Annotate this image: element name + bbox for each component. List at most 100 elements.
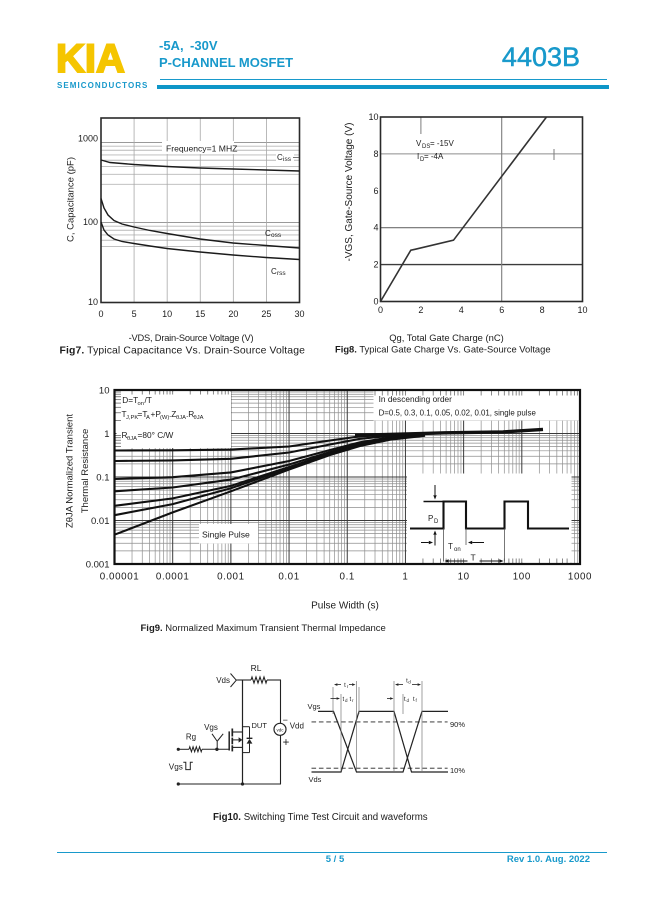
svg-text:5: 5 (132, 309, 137, 319)
svg-text:Frequency=1 MHZ: Frequency=1 MHZ (166, 144, 237, 154)
svg-text:Fig10. Switching Time Test Cir: Fig10. Switching Time Test Circuit and w… (213, 812, 428, 823)
svg-text:10: 10 (458, 572, 470, 583)
svg-text:20: 20 (228, 309, 238, 319)
svg-text:0.001: 0.001 (217, 572, 245, 583)
svg-text:C, Capacitance (pF): C, Capacitance (pF) (66, 157, 77, 242)
svg-text:d: d (407, 698, 410, 703)
svg-text:D: D (420, 157, 425, 163)
svg-text:D=0.5, 0.3, 0.1, 0.05, 0.02, 0: D=0.5, 0.3, 0.1, 0.05, 0.02, 0.01, singl… (379, 409, 537, 418)
svg-text:0.0001: 0.0001 (156, 572, 190, 583)
svg-text:t: t (344, 683, 346, 689)
svg-text:rss: rss (277, 270, 286, 277)
svg-text:Vgs: Vgs (169, 763, 183, 772)
svg-text:θJA: θJA (176, 415, 186, 421)
svg-text:10: 10 (99, 386, 110, 397)
svg-text:4: 4 (459, 305, 464, 315)
svg-text:0.1: 0.1 (96, 473, 109, 484)
svg-text:C: C (265, 229, 271, 238)
svg-text:(W): (W) (160, 415, 169, 421)
svg-text:J,PK: J,PK (126, 415, 138, 421)
svg-text:on: on (454, 547, 461, 553)
svg-text:C: C (277, 153, 283, 162)
svg-text:90%: 90% (450, 720, 465, 729)
svg-text:Rg: Rg (186, 733, 196, 742)
svg-text:Fig8. Typical Gate Charge Vs.: Fig8. Typical Gate Charge Vs. Gate-Sourc… (335, 344, 551, 355)
svg-text:-VGS, Gate-Source Voltage (V): -VGS, Gate-Source Voltage (V) (344, 123, 355, 262)
svg-text:=80° C/W: =80° C/W (138, 430, 174, 440)
svg-text:0.1: 0.1 (340, 572, 355, 583)
svg-text:6: 6 (499, 305, 504, 315)
svg-text:= -4A: = -4A (424, 152, 444, 161)
svg-text:t: t (404, 697, 406, 703)
svg-text:R: R (122, 430, 128, 440)
svg-text:0.01: 0.01 (278, 572, 299, 583)
svg-text:Vdd: Vdd (290, 722, 304, 731)
svg-text:+: + (283, 737, 290, 749)
svg-text:DS: DS (422, 144, 430, 150)
svg-text:0: 0 (98, 309, 103, 319)
svg-text:6: 6 (373, 186, 378, 196)
svg-text:.Z: .Z (169, 409, 176, 419)
svg-text:d: d (345, 698, 348, 703)
svg-text:2: 2 (418, 305, 423, 315)
svg-text:θJA: θJA (194, 415, 204, 421)
svg-text:100: 100 (83, 217, 98, 227)
svg-text:t: t (350, 697, 352, 703)
svg-text:0.00001: 0.00001 (100, 572, 140, 583)
svg-text:10%: 10% (450, 766, 465, 775)
svg-text:Vgs: Vgs (204, 723, 218, 732)
svg-text:C: C (271, 267, 277, 276)
svg-text:=T: =T (138, 409, 148, 419)
svg-text:Pulse Width (s): Pulse Width (s) (311, 601, 379, 612)
svg-text:/T: /T (145, 395, 152, 405)
svg-text:t: t (413, 697, 415, 703)
svg-text:t: t (343, 697, 345, 703)
svg-text:V: V (416, 139, 422, 148)
svg-text:RL: RL (251, 663, 262, 673)
svg-text:Vds: Vds (309, 775, 322, 784)
svg-text:0: 0 (378, 305, 383, 315)
svg-text:iss: iss (283, 156, 292, 163)
svg-text:D=T: D=T (122, 395, 138, 405)
svg-text:100: 100 (513, 572, 531, 583)
svg-text:10: 10 (88, 297, 98, 307)
svg-text:ZθJA Normalized Transient: ZθJA Normalized Transient (65, 414, 76, 528)
svg-text:1: 1 (104, 429, 109, 440)
svg-text:10: 10 (577, 305, 587, 315)
svg-text:Thermal Resistance: Thermal Resistance (80, 429, 91, 513)
svg-text:T: T (448, 542, 453, 551)
svg-text:I: I (417, 152, 419, 161)
svg-text:.R: .R (186, 409, 194, 419)
svg-text:Fig7. Typical Capacitance Vs.: Fig7. Typical Capacitance Vs. Drain-Sour… (60, 346, 306, 357)
svg-text:Fig9. Normalized Maximum Trans: Fig9. Normalized Maximum Transient Therm… (141, 623, 386, 634)
svg-text:f: f (416, 698, 418, 703)
svg-text:oss: oss (271, 232, 282, 239)
svg-text:t: t (406, 679, 408, 685)
svg-text:+P: +P (151, 409, 162, 419)
svg-text:DUT: DUT (252, 721, 268, 730)
svg-text:on: on (138, 401, 144, 407)
svg-text:10: 10 (368, 112, 378, 122)
svg-text:Single Pulse: Single Pulse (202, 530, 250, 540)
svg-text:1000: 1000 (78, 134, 98, 144)
svg-text:10: 10 (162, 309, 172, 319)
svg-text:A: A (146, 415, 150, 421)
svg-text:Vds: Vds (216, 676, 230, 685)
svg-text:4: 4 (373, 223, 378, 233)
svg-text:15: 15 (195, 309, 205, 319)
svg-text:r: r (352, 698, 354, 703)
svg-text:Vgs: Vgs (308, 702, 321, 711)
svg-text:θJA: θJA (127, 436, 137, 442)
svg-text:In descending order: In descending order (379, 394, 453, 404)
svg-text:30: 30 (294, 309, 304, 319)
svg-text:25: 25 (261, 309, 271, 319)
svg-text:Qg, Total Gate Charge (nC): Qg, Total Gate Charge (nC) (389, 332, 503, 343)
svg-text:8: 8 (540, 305, 545, 315)
svg-text:D: D (434, 519, 439, 525)
svg-text:−: − (283, 715, 288, 725)
svg-text:d: d (408, 680, 411, 685)
svg-text:T: T (122, 409, 127, 419)
svg-text:P: P (428, 514, 433, 523)
svg-text:8: 8 (373, 149, 378, 159)
svg-text:2: 2 (373, 260, 378, 270)
